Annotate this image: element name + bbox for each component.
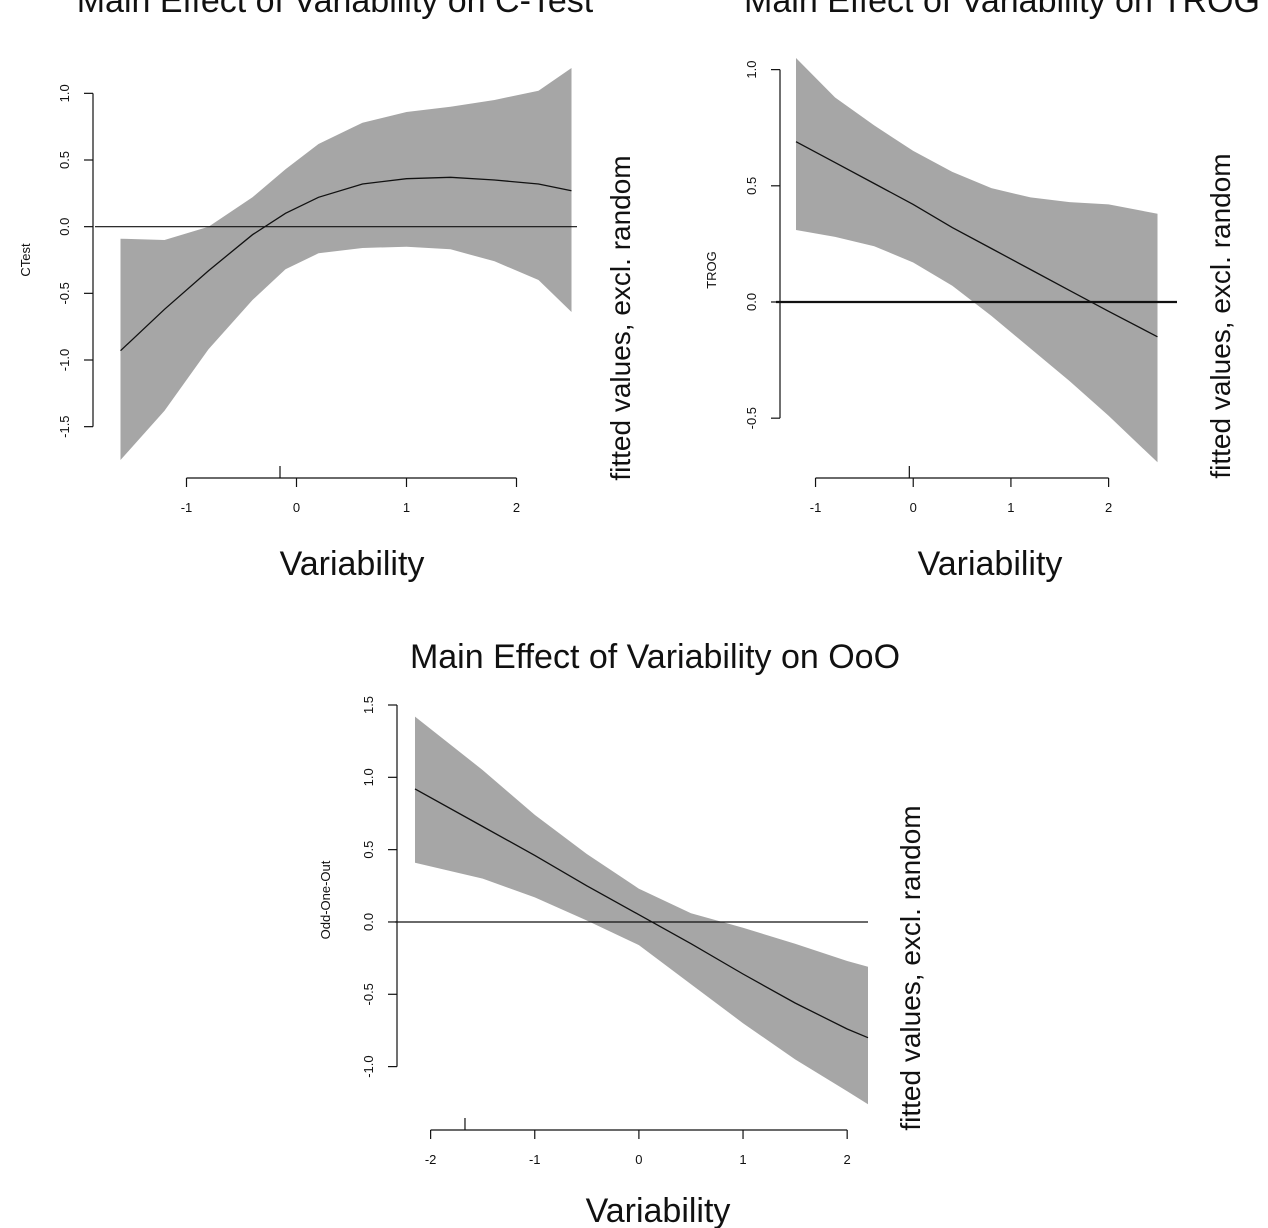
y-axis: -0.5 0.0 0.5 1.0 [744, 61, 781, 429]
panel-trog: Main Effect of Variability on TROG -0.5 0… [704, 0, 1260, 583]
x-tick-label: 1 [1007, 500, 1014, 515]
y-tick-label: -0.5 [57, 282, 72, 304]
y-tick-label: -1.0 [361, 1055, 376, 1077]
x-tick-label: -1 [181, 500, 193, 515]
panel-title: Main Effect of Variability on TROG [744, 0, 1260, 20]
fitted-line [795, 141, 1158, 338]
y-tick-label: 1.5 [361, 696, 376, 714]
y-tick-label: 1.0 [361, 768, 376, 786]
fitted-line-group [414, 788, 869, 1039]
x-tick-label: -1 [810, 500, 822, 515]
y-tick-label: -1.5 [57, 415, 72, 437]
fitted-line-group [120, 176, 572, 352]
x-tick-label: 0 [910, 500, 917, 515]
y-tick-label: -0.5 [744, 407, 759, 429]
confidence-band [796, 58, 1158, 463]
panel-title: Main Effect of Variability on OoO [410, 638, 900, 676]
x-tick-label: 0 [635, 1152, 642, 1167]
x-tick-label: -2 [425, 1152, 437, 1167]
y-tick-label: 0.0 [744, 293, 759, 311]
y-tick-label: -0.5 [361, 983, 376, 1005]
right-axis-label: fitted values, excl. random [1205, 153, 1236, 478]
y-axis-label: Odd-One-Out [318, 860, 333, 939]
confidence-band [120, 68, 572, 460]
confidence-band-group [796, 58, 1158, 463]
x-tick-label: 1 [739, 1152, 746, 1167]
x-axis: -1 0 1 2 [810, 466, 1112, 515]
panel-ooo: Main Effect of Variability on OoO -1.0 -0… [318, 638, 926, 1228]
y-tick-label: 1.0 [744, 61, 759, 79]
x-axis: -1 0 1 2 [181, 466, 520, 515]
panel-title: Main Effect of Variability on C-Test [77, 0, 594, 20]
y-tick-label: 0.5 [361, 841, 376, 859]
fitted-line-group [795, 141, 1158, 338]
x-tick-label: 1 [403, 500, 410, 515]
right-axis-label: fitted values, excl. random [895, 805, 926, 1130]
y-axis-label: TROG [704, 251, 719, 289]
y-axis-label: CTest [18, 243, 33, 277]
fitted-line [414, 788, 869, 1039]
y-axis: -1.0 -0.5 0.0 0.5 1.0 1.5 [361, 696, 398, 1078]
y-tick-label: 0.5 [744, 177, 759, 195]
y-tick-label: 0.5 [57, 151, 72, 169]
confidence-band [415, 716, 868, 1105]
panel-ctest: Main Effect of Variability on C-Test -1.… [18, 0, 636, 583]
y-tick-label: -1.0 [57, 349, 72, 371]
confidence-band-group [120, 68, 572, 460]
right-axis-label: fitted values, excl. random [605, 155, 636, 480]
y-tick-label: 0.0 [57, 218, 72, 236]
y-tick-label: 0.0 [361, 913, 376, 931]
fitted-line [120, 176, 572, 352]
x-tick-label: 2 [1105, 500, 1112, 515]
x-tick-label: 2 [844, 1152, 851, 1167]
x-tick-label: 2 [513, 500, 520, 515]
x-tick-label: -1 [529, 1152, 541, 1167]
x-axis-label: Variability [586, 1192, 731, 1228]
x-axis: -2 -1 0 1 2 [425, 1118, 851, 1167]
y-tick-label: 1.0 [57, 84, 72, 102]
x-tick-label: 0 [293, 500, 300, 515]
y-axis: -1.5 -1.0 -0.5 0.0 0.5 1.0 [57, 84, 94, 438]
x-axis-label: Variability [280, 545, 425, 583]
x-axis-label: Variability [918, 545, 1063, 583]
confidence-band-group [415, 716, 868, 1105]
